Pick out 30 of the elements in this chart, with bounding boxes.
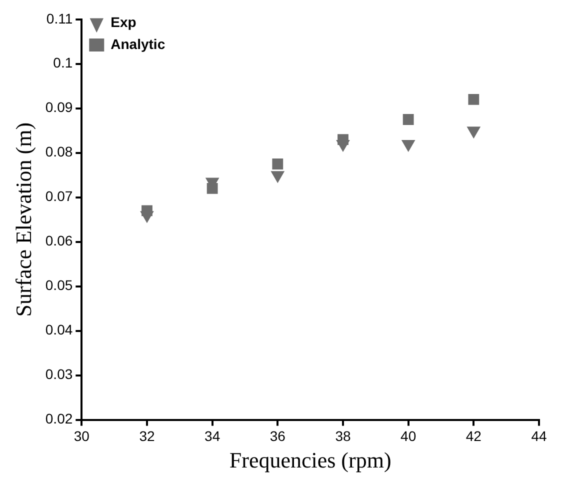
y-tick-label: 0.1 — [53, 54, 73, 71]
point — [140, 211, 154, 223]
y-tick-label: 0.04 — [45, 322, 73, 338]
y-tick-label: 0.08 — [45, 144, 73, 160]
x-tick-label: 34 — [204, 428, 220, 444]
point — [402, 140, 415, 152]
x-tick-label: 38 — [335, 428, 351, 444]
legend-label: Exp — [110, 14, 136, 30]
y-tick-label: 0.05 — [45, 277, 73, 294]
y-tick-label: 0.07 — [45, 188, 73, 204]
point — [468, 94, 480, 105]
y-tick-label: 0.09 — [45, 99, 73, 116]
y-axis-title: Surface Elevation (m) — [10, 122, 36, 317]
point — [402, 114, 414, 125]
x-tick-label: 40 — [400, 428, 416, 444]
x-tick-label: 32 — [139, 428, 155, 444]
legend-label: Analytic — [110, 36, 166, 52]
point — [336, 140, 350, 152]
x-tick-label: 36 — [270, 428, 286, 444]
y-tick-label: 0.02 — [45, 410, 73, 427]
point — [271, 171, 284, 183]
point — [467, 126, 480, 138]
x-tick-label: 44 — [531, 428, 547, 444]
y-tick-label: 0.06 — [45, 232, 73, 249]
y-tick-label: 0.03 — [45, 366, 73, 382]
point — [272, 158, 284, 170]
x-axis-title: Frequencies (rpm) — [229, 448, 392, 473]
y-tick-label: 0.11 — [46, 10, 73, 26]
x-tick-label: 42 — [466, 428, 482, 444]
x-tick-label: 30 — [74, 428, 90, 444]
